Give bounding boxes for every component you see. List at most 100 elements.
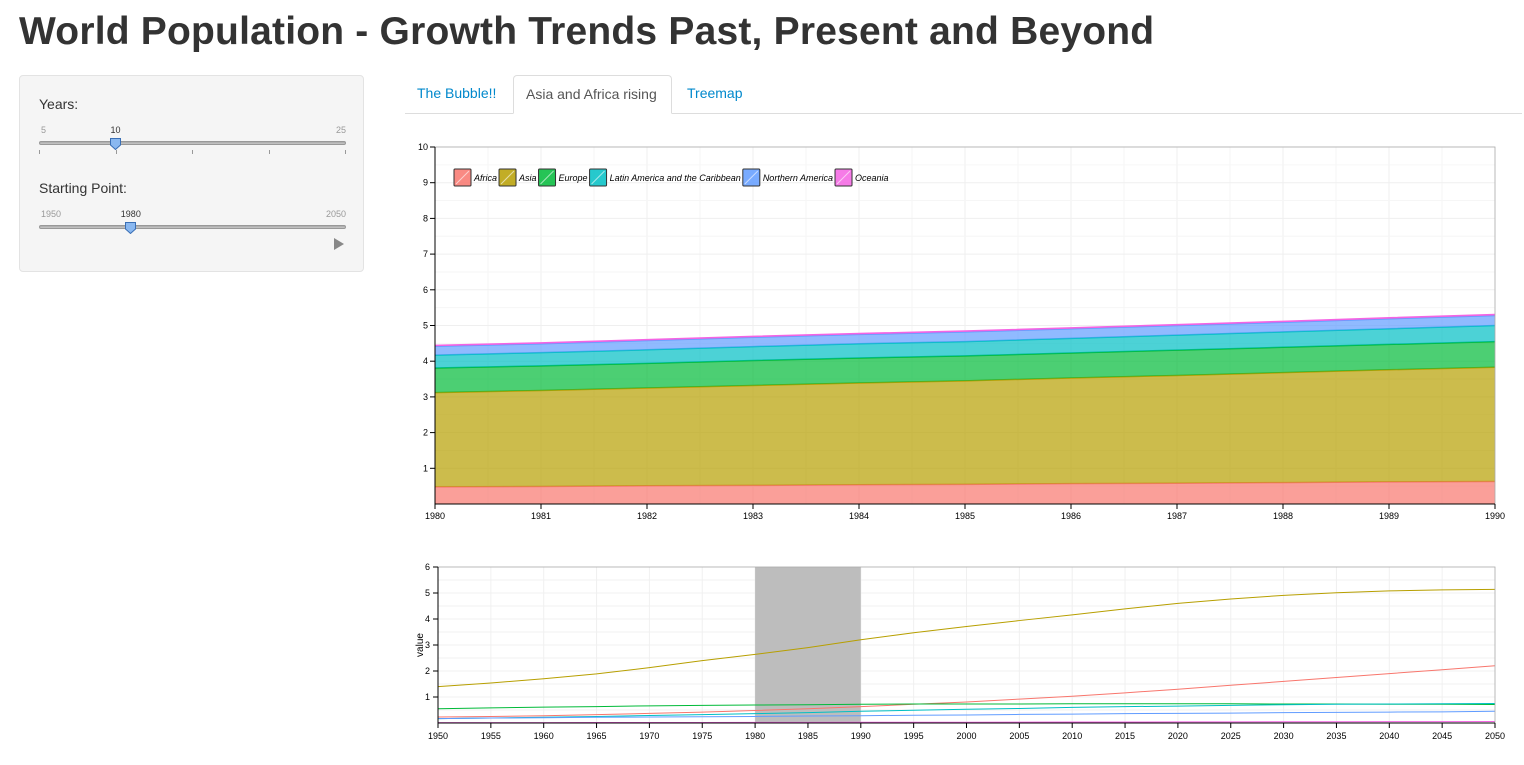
start-slider-handle[interactable] bbox=[125, 222, 137, 234]
x-tick-label: 1955 bbox=[481, 731, 501, 741]
x-tick-label: 1990 bbox=[1485, 511, 1505, 521]
x-tick-label: 1987 bbox=[1167, 511, 1187, 521]
tab-treemap[interactable]: Treemap bbox=[687, 85, 743, 101]
starting-point-label: Starting Point: bbox=[39, 180, 127, 196]
y-tick-label: 1 bbox=[425, 692, 430, 702]
area-europe bbox=[435, 341, 1495, 393]
x-tick-label: 1988 bbox=[1273, 511, 1293, 521]
main-chart-body: 1980 1981 1982 1983 1984 1985 1986 1987 1988 1989… bbox=[418, 142, 1505, 521]
legend-swatch-mark bbox=[540, 170, 554, 185]
y-tick-label: 2 bbox=[423, 428, 428, 438]
years-tick bbox=[192, 150, 193, 154]
x-tick-label: 1984 bbox=[849, 511, 869, 521]
series-line bbox=[437, 588, 1496, 688]
years-min-label: 5 bbox=[41, 125, 47, 135]
area-latin-america-and-the-caribbean bbox=[435, 325, 1495, 368]
legend-item[interactable]: Europe bbox=[538, 168, 588, 187]
x-tick-label: 2025 bbox=[1221, 731, 1241, 741]
years-tick bbox=[345, 150, 346, 154]
tab-asia-and-africa-rising[interactable]: Asia and Africa rising bbox=[513, 75, 672, 114]
years-tick bbox=[39, 150, 40, 154]
legend-swatch-mark bbox=[455, 170, 470, 185]
x-tick-label: 1983 bbox=[743, 511, 763, 521]
x-tick-label: 2045 bbox=[1432, 731, 1452, 741]
start-slider-track[interactable] bbox=[39, 225, 346, 229]
legend: Africa Asia Europe Latin America and the Ca… bbox=[453, 168, 889, 187]
legend-label: Asia bbox=[518, 173, 537, 183]
page-title: World Population - Growth Trends Past, P… bbox=[19, 10, 1155, 53]
x-tick-label: 2015 bbox=[1115, 731, 1135, 741]
x-tick-label: 1980 bbox=[745, 731, 765, 741]
starting-point-slider[interactable]: 1950 1980 2050 bbox=[39, 205, 346, 245]
x-tick-label: 1985 bbox=[798, 731, 818, 741]
tab-bar: The Bubble!! Asia and Africa rising Tree… bbox=[405, 75, 1522, 114]
legend-label: Latin America and the Caribbean bbox=[610, 173, 741, 183]
y-tick-label: 6 bbox=[425, 562, 430, 572]
x-tick-label: 2000 bbox=[956, 731, 976, 741]
start-value-label: 1980 bbox=[120, 209, 141, 219]
brush-selection[interactable] bbox=[755, 567, 861, 723]
overview-line-chart[interactable]: 1950 1955 1960 1965 1970 1975 1980 1985 1990 1995… bbox=[405, 557, 1515, 747]
legend-swatch-mark bbox=[500, 170, 515, 185]
x-tick-label: 1989 bbox=[1379, 511, 1399, 521]
years-max-label: 25 bbox=[335, 125, 346, 135]
legend-swatch-mark bbox=[591, 170, 605, 185]
x-tick-label: 1985 bbox=[955, 511, 975, 521]
legend-item[interactable]: Oceania bbox=[834, 168, 889, 187]
legend-label: Europe bbox=[559, 173, 588, 183]
x-tick-label: 1960 bbox=[534, 731, 554, 741]
years-tick bbox=[116, 150, 117, 154]
y-tick-label: 6 bbox=[423, 285, 428, 295]
x-tick-label: 1982 bbox=[637, 511, 657, 521]
x-tick-label: 2010 bbox=[1062, 731, 1082, 741]
x-tick-label: 2020 bbox=[1168, 731, 1188, 741]
area-asia bbox=[435, 367, 1495, 487]
legend-item[interactable]: Asia bbox=[498, 168, 537, 187]
area-africa bbox=[435, 481, 1495, 504]
years-slider[interactable]: 5 10 25 bbox=[39, 121, 346, 161]
legend-item[interactable]: Latin America and the Caribbean bbox=[589, 168, 741, 187]
years-value-label: 10 bbox=[110, 125, 121, 135]
start-max-label: 2050 bbox=[325, 209, 346, 219]
x-tick-label: 1980 bbox=[425, 511, 445, 521]
area-northern-america bbox=[435, 315, 1495, 356]
y-tick-label: 4 bbox=[423, 356, 428, 366]
y-tick-label: 5 bbox=[425, 588, 430, 598]
x-tick-label: 2050 bbox=[1485, 731, 1505, 741]
legend-item[interactable]: Northern America bbox=[742, 168, 833, 187]
legend-swatch-mark bbox=[744, 170, 759, 185]
tab-the-bubble[interactable]: The Bubble!! bbox=[417, 85, 497, 101]
x-tick-label: 2005 bbox=[1009, 731, 1029, 741]
x-tick-label: 1995 bbox=[904, 731, 924, 741]
area-line-oceania bbox=[434, 313, 1496, 347]
play-icon[interactable] bbox=[334, 238, 344, 250]
x-tick-label: 1981 bbox=[531, 511, 551, 521]
series-line bbox=[437, 710, 1496, 720]
legend-label: Northern America bbox=[763, 173, 833, 183]
series-line bbox=[437, 665, 1496, 718]
x-tick-label: 1975 bbox=[692, 731, 712, 741]
years-label: Years: bbox=[39, 96, 79, 112]
series-line bbox=[437, 703, 1496, 720]
legend-label: Oceania bbox=[855, 173, 889, 183]
x-tick-label: 1990 bbox=[851, 731, 871, 741]
years-slider-handle[interactable] bbox=[110, 138, 121, 150]
x-tick-label: 2035 bbox=[1326, 731, 1346, 741]
y-tick-label: 3 bbox=[423, 392, 428, 402]
years-slider-track[interactable] bbox=[39, 141, 346, 145]
y-tick-label: 3 bbox=[425, 640, 430, 650]
years-tick bbox=[269, 150, 270, 154]
legend-swatch-mark bbox=[836, 170, 851, 185]
sidebar-panel: Years: 5 10 25 Starting Point: 1950 1980… bbox=[19, 75, 364, 272]
legend-item[interactable]: Africa bbox=[453, 168, 497, 187]
nav-chart-body: 1950 1955 1960 1965 1970 1975 1980 1985 1990 1995… bbox=[415, 562, 1505, 741]
x-tick-label: 1965 bbox=[587, 731, 607, 741]
main-area-chart: 1980 1981 1982 1983 1984 1985 1986 1987 1988 1989… bbox=[418, 142, 1505, 521]
y-tick-label: 5 bbox=[423, 321, 428, 331]
start-min-label: 1950 bbox=[41, 209, 62, 219]
x-tick-label: 1970 bbox=[639, 731, 659, 741]
y-tick-label: 4 bbox=[425, 614, 430, 624]
x-tick-label: 1986 bbox=[1061, 511, 1081, 521]
x-tick-label: 1950 bbox=[428, 731, 448, 741]
x-tick-label: 2030 bbox=[1274, 731, 1294, 741]
